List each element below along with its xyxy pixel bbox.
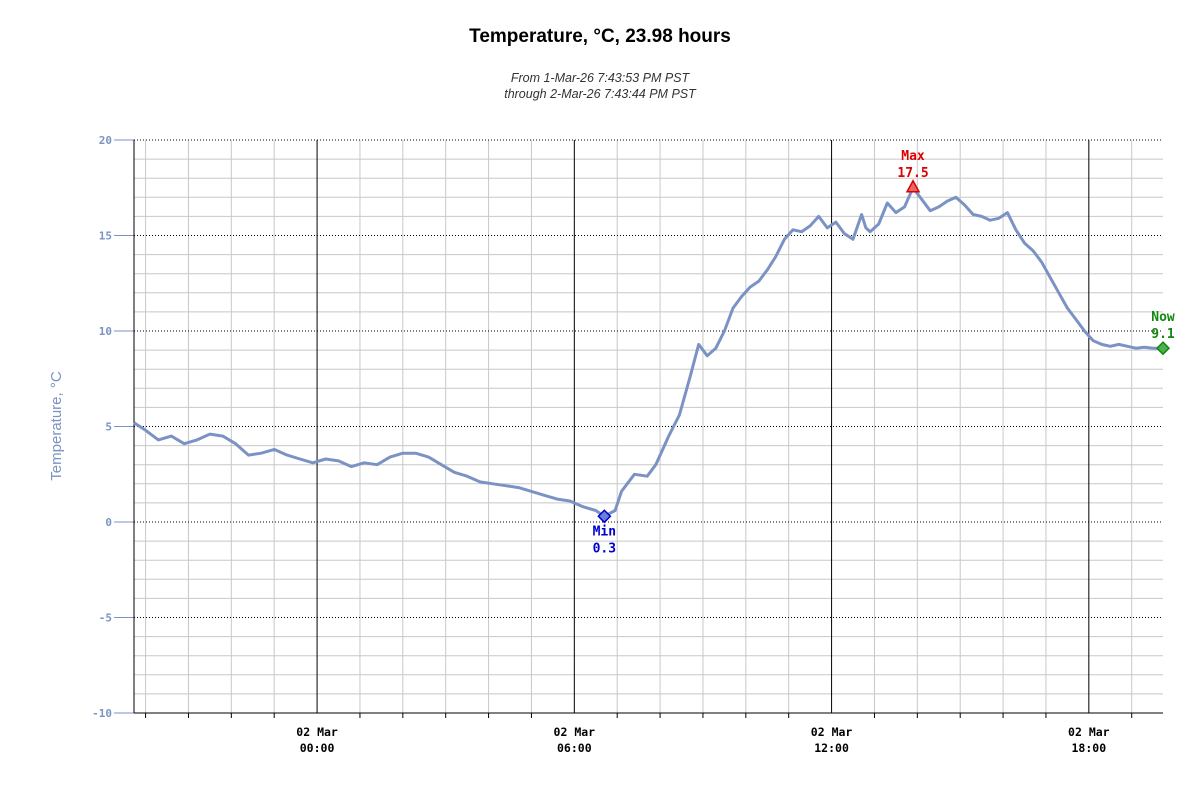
plot-axes — [114, 139, 1163, 718]
chart-subtitle-from: From 1-Mar-26 7:43:53 PM PST — [511, 71, 691, 85]
markers-layer: Min 0.3 Max 17.5 Now 9.1 — [593, 149, 1175, 557]
min-marker — [597, 509, 612, 524]
max-value: 17.5 — [897, 166, 928, 181]
x-axis-ticks: 02 Mar 00:00 02 Mar 06:00 02 Mar 12:00 02 Mar 1… — [296, 725, 1109, 755]
y-tick-label: 20 — [99, 134, 112, 147]
y-axis-ticks: 20 15 10 5 0 -5 -10 — [92, 134, 112, 720]
y-axis-label: Temperature, °C — [48, 371, 65, 481]
y-tick-label: -10 — [92, 707, 112, 720]
y-tick-label: 10 — [99, 325, 112, 338]
now-value: 9.1 — [1151, 327, 1175, 342]
x-tick-date: 02 Mar — [811, 725, 853, 739]
y-tick-label: -5 — [99, 612, 112, 625]
x-tick-date: 02 Mar — [554, 725, 596, 739]
x-tick-time: 00:00 — [300, 741, 335, 755]
x-tick-date: 02 Mar — [1068, 725, 1110, 739]
series-line-temperature — [133, 186, 1163, 518]
min-value: 0.3 — [593, 541, 616, 556]
x-tick-date: 02 Mar — [296, 725, 338, 739]
y-tick-label: 5 — [105, 421, 112, 434]
plot-grid — [134, 139, 1163, 714]
x-tick-time: 18:00 — [1072, 741, 1107, 755]
max-label: Max — [901, 149, 925, 164]
y-tick-label: 15 — [99, 230, 112, 243]
max-marker — [905, 179, 921, 193]
min-label: Min — [593, 524, 616, 539]
chart-subtitle-through: through 2-Mar-26 7:43:44 PM PST — [504, 87, 697, 101]
now-marker — [1155, 341, 1171, 356]
x-tick-time: 06:00 — [557, 741, 592, 755]
series-layer — [133, 186, 1163, 518]
now-label: Now — [1151, 310, 1175, 325]
x-tick-time: 12:00 — [814, 741, 849, 755]
y-tick-label: 0 — [105, 516, 112, 529]
chart-title: Temperature, °C, 23.98 hours — [469, 26, 731, 47]
